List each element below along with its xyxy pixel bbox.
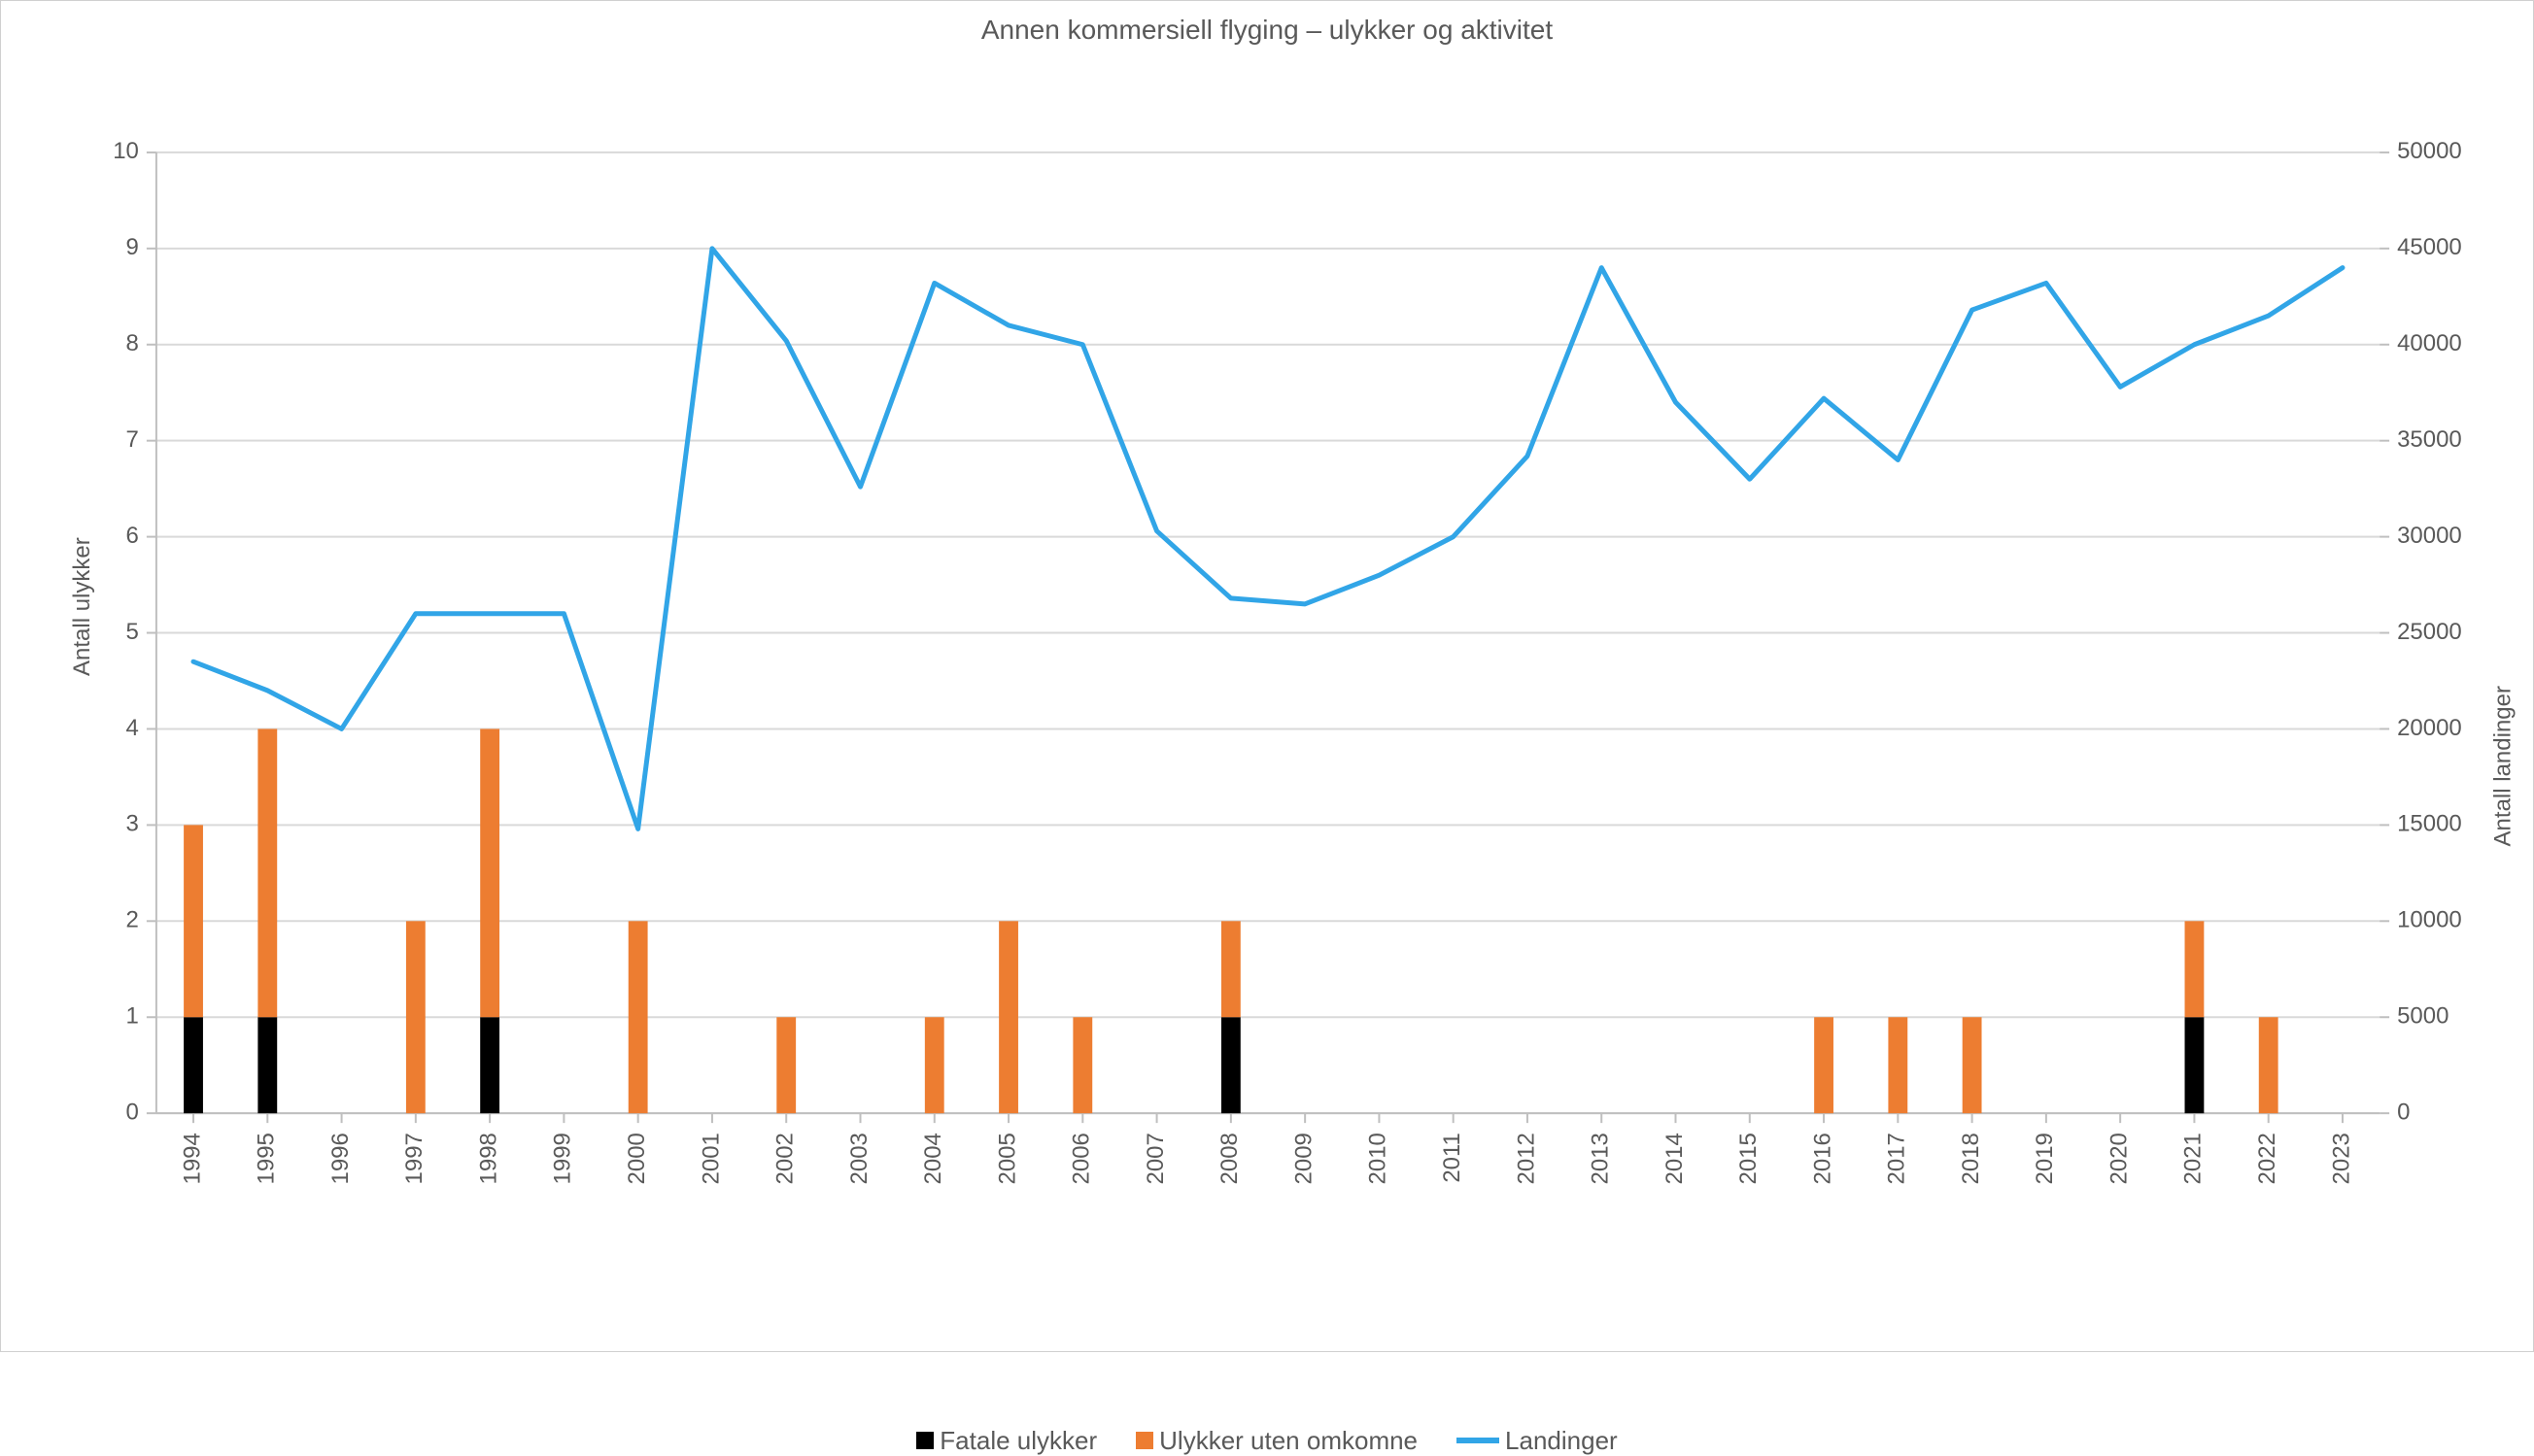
x-axis-tick: 1999 [550,1133,576,1184]
left-axis-tick: 7 [126,426,139,453]
x-axis-tick: 2016 [1809,1133,1835,1184]
bar-fatale [184,1017,203,1113]
x-axis-tick: 2002 [772,1133,799,1184]
x-axis-tick: 2018 [1958,1133,1984,1184]
right-axis-tick: 40000 [2397,330,2462,356]
x-axis-tick: 2007 [1143,1133,1169,1184]
legend-swatch [1136,1432,1153,1449]
right-axis-tick: 45000 [2397,234,2462,260]
chart-title: Annen kommersiell flyging – ulykker og a… [1,1,2533,46]
bar-uten-omkomne [1888,1017,1907,1113]
bar-uten-omkomne [406,921,426,1113]
right-axis-label: Antall landinger [2489,686,2517,846]
bar-uten-omkomne [629,921,648,1113]
bar-uten-omkomne [2185,921,2205,1017]
x-axis-tick: 2013 [1588,1133,1614,1184]
x-axis-tick: 2001 [698,1133,724,1184]
x-axis-tick: 2004 [920,1133,946,1184]
x-axis-tick: 2010 [1365,1133,1391,1184]
bar-uten-omkomne [184,825,203,1017]
x-axis-tick: 1994 [179,1133,205,1184]
bar-uten-omkomne [1814,1017,1833,1113]
x-axis-tick: 2022 [2254,1133,2280,1184]
legend-swatch [1456,1438,1499,1443]
left-axis-tick: 10 [113,138,139,164]
x-axis-tick: 2014 [1661,1133,1688,1184]
left-axis-tick: 0 [126,1099,139,1125]
left-axis-tick: 3 [126,811,139,837]
bar-uten-omkomne [2259,1017,2278,1113]
x-axis-tick: 2008 [1216,1133,1243,1184]
legend-label: Landinger [1505,1426,1618,1456]
legend-item-fatale: Fatale ulykker [916,1426,1097,1456]
left-axis-tick: 6 [126,523,139,549]
bar-fatale [480,1017,499,1113]
legend-swatch [916,1432,934,1449]
legend-label: Ulykker uten omkomne [1159,1426,1418,1456]
right-axis-tick: 20000 [2397,715,2462,741]
left-axis-tick: 8 [126,330,139,356]
x-axis-tick: 2012 [1513,1133,1539,1184]
line-landinger [193,249,2343,829]
bar-fatale [1221,1017,1241,1113]
legend-item-landinger: Landinger [1456,1426,1618,1456]
bar-uten-omkomne [1073,1017,1092,1113]
x-axis-tick: 2023 [2328,1133,2354,1184]
x-axis-tick: 2006 [1069,1133,1095,1184]
right-axis-tick: 15000 [2397,811,2462,837]
right-axis-tick: 0 [2397,1099,2410,1125]
left-axis-tick: 5 [126,619,139,645]
x-axis-tick: 1997 [401,1133,428,1184]
x-axis-tick: 1996 [327,1133,354,1184]
x-axis-tick: 2017 [1884,1133,1910,1184]
chart-legend: Fatale ulykker Ulykker uten omkomne Landin… [1,1426,2533,1456]
left-axis-tick: 1 [126,1003,139,1030]
left-axis-tick: 4 [126,715,139,741]
right-axis-tick: 10000 [2397,907,2462,933]
right-axis-tick: 30000 [2397,523,2462,549]
right-axis-tick: 35000 [2397,426,2462,453]
chart-plot: 0 1 2 3 4 5 6 7 8 9 10 0 5000 10000 15000 20000 25000 300… [1,46,2533,1397]
bar-uten-omkomne [257,728,277,1017]
x-axis-tick: 2015 [1735,1133,1762,1184]
x-axis-tick: 2003 [846,1133,873,1184]
bar-uten-omkomne [999,921,1018,1113]
x-axis-tick: 2020 [2106,1133,2132,1184]
left-axis-tick: 9 [126,234,139,260]
chart-container: Annen kommersiell flyging – ulykker og a… [0,0,2534,1352]
x-axis-tick: 2021 [2180,1133,2207,1184]
right-axis-tick: 50000 [2397,138,2462,164]
bar-fatale [2185,1017,2205,1113]
legend-label: Fatale ulykker [940,1426,1097,1456]
x-axis-tick: 1995 [254,1133,280,1184]
right-axis-tick: 5000 [2397,1003,2448,1030]
x-axis-tick: 2019 [2032,1133,2058,1184]
x-axis-tick: 2009 [1290,1133,1317,1184]
left-axis-tick: 2 [126,907,139,933]
legend-item-uten_omkomne: Ulykker uten omkomne [1136,1426,1418,1456]
left-axis-label: Antall ulykker [69,537,96,676]
bar-fatale [257,1017,277,1113]
right-axis-tick: 25000 [2397,619,2462,645]
bar-uten-omkomne [480,728,499,1017]
x-axis-tick: 1998 [475,1133,501,1184]
x-axis-tick: 2000 [624,1133,650,1184]
bar-uten-omkomne [925,1017,944,1113]
bar-uten-omkomne [776,1017,796,1113]
bar-uten-omkomne [1963,1017,1982,1113]
x-axis-tick: 2005 [994,1133,1020,1184]
bar-uten-omkomne [1221,921,1241,1017]
x-axis-tick: 2011 [1439,1133,1465,1183]
